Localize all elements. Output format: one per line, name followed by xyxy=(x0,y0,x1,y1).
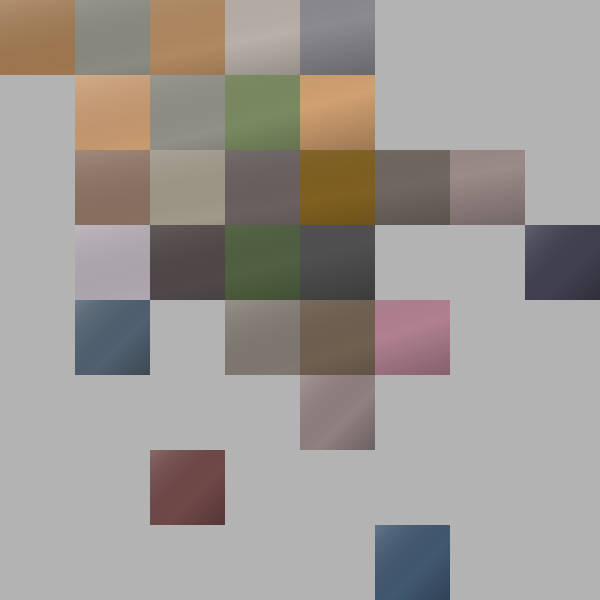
shade xyxy=(225,300,450,375)
shade xyxy=(0,0,375,75)
shade xyxy=(75,75,375,150)
shade xyxy=(300,375,375,450)
shade xyxy=(75,225,375,300)
shade xyxy=(375,525,450,600)
shade xyxy=(150,450,225,525)
shade xyxy=(525,225,600,300)
shade xyxy=(75,300,150,375)
shade xyxy=(75,150,525,225)
